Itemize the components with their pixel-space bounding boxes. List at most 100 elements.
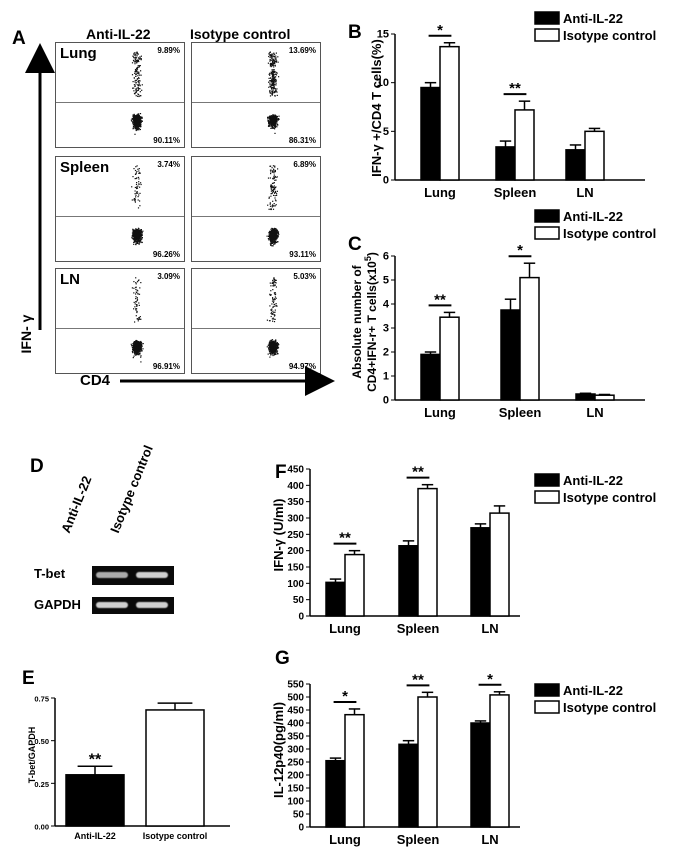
upper-quadrant-percent: 5.03% bbox=[293, 272, 316, 281]
y-tick-label: 350 bbox=[287, 732, 304, 743]
x-tick-label: Lung bbox=[329, 832, 361, 847]
y-tick-label: 150 bbox=[287, 784, 304, 795]
flow-plot-ln-anti: LN 3.09% 96.91% bbox=[55, 268, 185, 374]
x-tick-label: Lung bbox=[329, 621, 361, 636]
quadrant-gate-line bbox=[56, 328, 184, 329]
quadrant-gate-line bbox=[192, 102, 320, 103]
y-tick-label: 1 bbox=[383, 371, 389, 383]
legend-label-anti: Anti-IL-22 bbox=[563, 683, 623, 698]
bar-isotype bbox=[584, 130, 605, 181]
y-tick-label: 0 bbox=[298, 612, 304, 623]
x-tick-label: Isotype control bbox=[143, 831, 208, 841]
y-tick-label: 0 bbox=[383, 395, 389, 407]
legend-label-anti: Anti-IL-22 bbox=[563, 209, 623, 224]
significance-label: ** bbox=[412, 671, 424, 688]
bar-anti-il22 bbox=[420, 86, 441, 181]
y-tick-label: 450 bbox=[287, 465, 304, 476]
panel-a-axes-arrows bbox=[25, 43, 335, 396]
bar-isotype bbox=[417, 487, 438, 617]
bar-isotype bbox=[439, 45, 460, 181]
dot-cloud bbox=[266, 277, 280, 358]
upper-quadrant-percent: 6.89% bbox=[293, 160, 316, 169]
flow-plot-spleen-iso: 6.89% 93.11% bbox=[191, 156, 321, 262]
bar-isotype bbox=[439, 316, 460, 401]
bar-isotype bbox=[514, 109, 535, 181]
significance-label: ** bbox=[412, 464, 424, 481]
y-tick-label: 0.75 bbox=[34, 695, 49, 704]
lower-quadrant-percent: 93.11% bbox=[289, 250, 316, 259]
bar-anti-il22 bbox=[325, 759, 346, 828]
dot-cloud bbox=[267, 51, 280, 134]
bar-isotype bbox=[594, 394, 615, 401]
y-tick-label: 0.00 bbox=[34, 823, 49, 832]
lower-quadrant-percent: 90.11% bbox=[153, 136, 180, 145]
y-tick-label: 100 bbox=[287, 579, 304, 590]
dot-cloud bbox=[130, 277, 144, 363]
y-tick-label: 450 bbox=[287, 706, 304, 717]
lower-quadrant-percent: 94.97% bbox=[288, 362, 316, 371]
y-axis-label-sup: 5 bbox=[363, 256, 373, 261]
legend-label-anti: Anti-IL-22 bbox=[563, 473, 623, 488]
y-tick-label: 4 bbox=[383, 299, 390, 311]
y-tick-label: 400 bbox=[287, 481, 304, 492]
y-tick-label: 300 bbox=[287, 514, 304, 525]
band-tbet-anti bbox=[96, 572, 128, 578]
y-tick-label: 400 bbox=[287, 719, 304, 730]
x-tick-label: Spleen bbox=[397, 621, 440, 636]
flow-plot-lung-iso: 13.69% 86.31% bbox=[191, 42, 321, 148]
y-tick-label: 300 bbox=[287, 745, 304, 756]
significance-label: ** bbox=[339, 530, 351, 547]
significance-label: * bbox=[487, 671, 493, 688]
tissue-label: Lung bbox=[60, 45, 97, 62]
panel-a-x-axis-label: CD4 bbox=[80, 372, 111, 389]
dot-cloud bbox=[130, 51, 143, 135]
panel-letter: E bbox=[22, 668, 35, 689]
y-axis-label: T-bet/GAPDH bbox=[27, 727, 37, 784]
x-tick-label: Spleen bbox=[499, 405, 542, 420]
y-axis-label-end: ) bbox=[365, 252, 379, 256]
bar-anti-il22 bbox=[575, 393, 596, 401]
y-tick-label: 550 bbox=[287, 680, 304, 691]
bar-isotype bbox=[344, 713, 365, 828]
y-tick-label: 50 bbox=[293, 810, 305, 821]
x-tick-label: LN bbox=[481, 621, 498, 636]
panel-letter: F bbox=[275, 462, 287, 483]
legend-swatch-iso bbox=[534, 490, 560, 504]
y-tick-label: 0 bbox=[383, 175, 389, 187]
y-tick-label: 350 bbox=[287, 497, 304, 508]
y-tick-label: 15 bbox=[377, 29, 389, 41]
legend-swatch-iso bbox=[534, 28, 560, 42]
bar-anti-il22 bbox=[398, 545, 419, 617]
bar-anti-il22 bbox=[470, 527, 491, 617]
significance-label: * bbox=[437, 22, 443, 39]
y-tick-label: 0.25 bbox=[34, 780, 49, 789]
bar-anti-il22 bbox=[398, 743, 419, 828]
significance-label: * bbox=[517, 242, 523, 259]
x-tick-label: Lung bbox=[424, 185, 456, 200]
legend-swatch-iso bbox=[534, 226, 560, 240]
chart-c-group: C 0 1 2 3 4 5 6 Absolute number ofCD4+IFN-r+ T c… bbox=[348, 209, 656, 420]
x-tick-label: Spleen bbox=[494, 185, 537, 200]
legend-swatch-anti bbox=[534, 209, 560, 223]
y-tick-label: 250 bbox=[287, 530, 304, 541]
significance-label: ** bbox=[89, 751, 102, 768]
significance-label: ** bbox=[509, 80, 521, 97]
chart-g-group: G 0 50 100 150 200 250 300 350 400 450 500 550IL-12p… bbox=[271, 648, 656, 847]
y-axis-label: IFN-γ +/CD4 T cells(%) bbox=[369, 39, 384, 177]
x-tick-label: LN bbox=[481, 832, 498, 847]
gel-tbet bbox=[92, 566, 174, 585]
flow-plot-ln-iso: 5.03% 94.97% bbox=[191, 268, 321, 374]
bar-isotype bbox=[344, 553, 365, 617]
legend-label-iso: Isotype control bbox=[563, 28, 656, 43]
x-tick-label: Spleen bbox=[397, 832, 440, 847]
bar-anti-il22 bbox=[470, 722, 491, 828]
lower-quadrant-percent: 86.31% bbox=[288, 136, 316, 145]
upper-quadrant-percent: 3.09% bbox=[157, 272, 180, 281]
bar-anti-il22 bbox=[420, 353, 441, 401]
quadrant-gate-line bbox=[192, 328, 320, 329]
panel-letter: G bbox=[275, 648, 290, 669]
y-tick-label: 0.50 bbox=[34, 737, 49, 746]
y-tick-label: 5 bbox=[383, 126, 389, 138]
y-tick-label: 200 bbox=[287, 546, 304, 557]
